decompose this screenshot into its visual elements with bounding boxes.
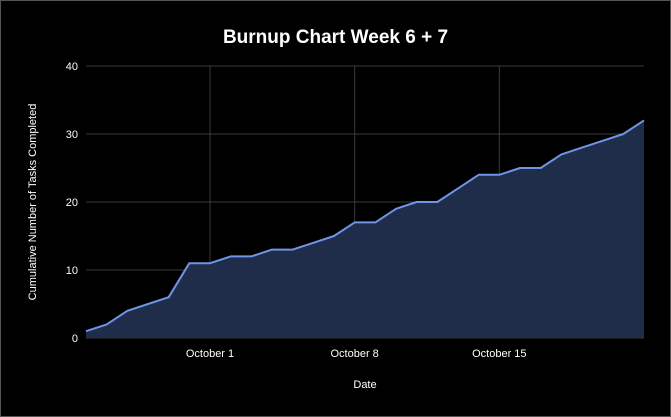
y-tick-label: 20 — [66, 197, 78, 209]
x-axis-ticks: October 1 October 8 October 15 — [186, 348, 527, 360]
y-tick-label: 30 — [66, 129, 78, 141]
y-axis-label: Cumulative Number of Tasks Completed — [27, 104, 39, 301]
x-tick-label: October 1 — [186, 348, 234, 360]
x-axis-label: Date — [353, 379, 376, 391]
y-axis-ticks: 0 10 20 30 40 — [66, 61, 78, 345]
y-tick-label: 40 — [66, 61, 78, 73]
chart-title: Burnup Chart Week 6 + 7 — [223, 27, 448, 48]
x-tick-label: October 15 — [472, 348, 526, 360]
y-tick-label: 0 — [72, 333, 78, 345]
series-area-fill — [86, 120, 644, 339]
series-line — [85, 119, 645, 333]
y-tick-label: 10 — [66, 265, 78, 277]
x-tick-label: October 8 — [331, 348, 379, 360]
series-area — [85, 119, 645, 339]
